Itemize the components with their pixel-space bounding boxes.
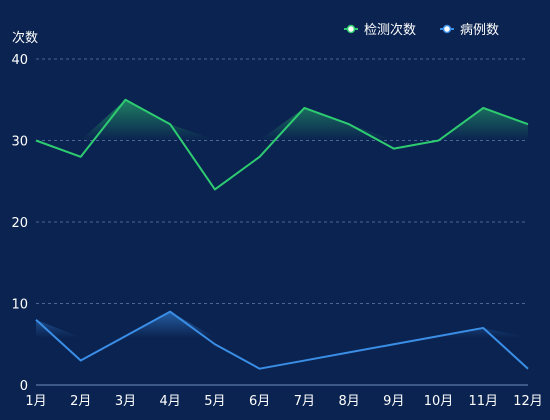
legend-marker-icon [442,24,452,34]
series-line [35,310,529,370]
y-axis-label: 次数 [12,30,38,46]
x-tick-label: 1月 [25,394,46,409]
legend-item[interactable]: 病例数 [440,23,499,38]
series-areas [36,99,528,338]
y-axis-ticks: 0 10 20 30 40 [11,53,28,394]
x-tick-label: 6月 [249,394,270,409]
series-line [35,98,529,191]
y-tick-label: 10 [11,298,28,313]
x-tick-label: 3月 [115,394,136,409]
series-lines [35,98,529,370]
legend-label: 病例数 [460,23,499,38]
x-axis-ticks: 1月 2月 3月 4月 5月 6月 7月 8月 9月 10月 11月 12月 [25,394,542,409]
x-tick-label: 4月 [160,394,181,409]
x-tick-label: 7月 [294,394,315,409]
y-tick-label: 20 [11,216,28,231]
grid-lines [36,58,528,386]
legend[interactable]: 检测次数 病例数 [344,22,499,38]
y-tick-label: 0 [20,379,28,394]
y-tick-label: 40 [11,53,28,68]
x-tick-label: 10月 [424,394,454,409]
x-tick-label: 5月 [204,394,225,409]
legend-label: 检测次数 [364,22,416,38]
x-tick-label: 11月 [468,394,498,409]
x-tick-label: 2月 [70,394,91,409]
series-area [36,99,528,141]
x-tick-label: 8月 [338,394,359,409]
y-tick-label: 30 [11,135,28,150]
x-tick-label: 9月 [383,394,404,409]
x-tick-label: 12月 [513,394,543,409]
legend-item[interactable]: 检测次数 [344,22,416,38]
legend-marker-icon [346,24,356,34]
